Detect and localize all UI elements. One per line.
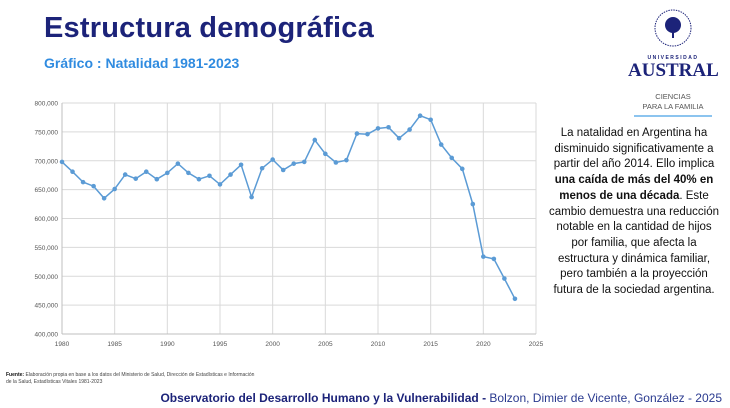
data-point-1997 (238, 162, 244, 168)
y-tick-label: 400,000 (35, 332, 59, 339)
data-point-2007 (344, 157, 349, 163)
y-tick-label: 550,000 (35, 245, 59, 252)
logo-unit-line1: CIENCIAS (655, 92, 691, 101)
data-point-1990 (165, 170, 170, 176)
data-point-2017 (449, 155, 455, 161)
x-tick-label: 2025 (529, 341, 544, 348)
x-tick-label: 1995 (213, 341, 228, 348)
y-tick-label: 450,000 (35, 303, 59, 310)
data-point-2008 (354, 131, 360, 136)
seal-tree-icon (654, 9, 692, 47)
y-tick-label: 700,000 (35, 158, 59, 165)
x-tick-label: 1990 (160, 341, 175, 348)
footer-authors: Bolzon, Dimier de Vicente, González - 20… (489, 391, 722, 405)
data-point-1983 (91, 183, 96, 189)
data-point-2009 (365, 131, 370, 137)
x-tick-label: 1985 (107, 341, 122, 348)
x-tick-label: 2010 (371, 341, 386, 348)
universidad-austral-logo: UNIVERSIDAD AUSTRAL CIENCIAS PARA LA FAM… (628, 8, 719, 117)
logo-divider (634, 115, 712, 117)
data-point-1996 (228, 172, 233, 177)
data-point-1980 (59, 159, 65, 165)
y-tick-label: 500,000 (35, 274, 59, 281)
data-point-2005 (323, 151, 328, 157)
y-tick-label: 600,000 (35, 216, 59, 223)
data-point-1999 (259, 165, 265, 171)
data-point-1987 (133, 176, 139, 181)
page-title: Estructura demográfica (44, 12, 374, 44)
y-tick-label: 650,000 (35, 187, 59, 194)
data-point-2000 (270, 157, 275, 162)
data-point-1985 (112, 186, 117, 192)
data-point-2022 (502, 276, 507, 281)
data-point-1986 (122, 172, 128, 177)
description-part2: . Este cambio demuestra una reducción no… (548, 189, 720, 297)
logo-unit-line2: PARA LA FAMILIA (642, 102, 704, 111)
footer-sep: - (478, 391, 490, 405)
data-point-2014 (417, 113, 423, 119)
data-point-2003 (301, 159, 307, 165)
data-point-2001 (280, 167, 286, 173)
data-point-2012 (396, 135, 402, 141)
data-point-1982 (80, 179, 86, 185)
data-point-2021 (491, 256, 497, 262)
data-point-2018 (459, 166, 465, 172)
logo-universidad: UNIVERSIDAD (647, 55, 699, 61)
data-point-1992 (186, 170, 191, 176)
source-note: Fuente: Elaboración propia en base a los… (6, 372, 256, 385)
x-tick-label: 2015 (423, 341, 438, 348)
description-text: La natalidad en Argentina ha disminuido … (548, 126, 720, 299)
logo-unit: CIENCIAS PARA LA FAMILIA (628, 92, 718, 112)
data-point-2015 (428, 117, 433, 123)
description-part1: La natalidad en Argentina ha disminuido … (553, 127, 715, 171)
data-point-1981 (70, 169, 75, 175)
footer-org: Observatorio del Desarrollo Humano y la … (160, 391, 479, 405)
chart-subtitle: Gráfico : Natalidad 1981-2023 (44, 55, 240, 71)
data-point-1989 (154, 176, 160, 182)
data-point-2010 (375, 126, 381, 131)
series-line (61, 114, 516, 300)
y-tick-label: 750,000 (35, 129, 59, 136)
data-point-2002 (291, 161, 297, 166)
data-point-1984 (101, 195, 107, 201)
x-tick-label: 2000 (265, 341, 280, 348)
data-point-1991 (175, 161, 181, 166)
y-tick-label: 800,000 (35, 101, 59, 108)
description-highlight: una caída de más del 40% en menos de una… (554, 174, 714, 202)
data-point-1993 (196, 176, 202, 182)
x-tick-label: 1980 (55, 341, 70, 348)
data-point-2013 (407, 127, 412, 132)
data-point-2016 (438, 142, 444, 147)
footer-credit: Observatorio del Desarrollo Humano y la … (160, 391, 722, 405)
data-point-1994 (207, 173, 212, 179)
source-label: Fuente: (6, 372, 25, 378)
data-point-2004 (312, 137, 318, 143)
data-point-1995 (217, 182, 223, 187)
data-point-2020 (481, 254, 486, 259)
source-text: Elaboración propia en base a los datos d… (6, 372, 255, 385)
x-tick-label: 2005 (318, 341, 333, 348)
data-point-2006 (333, 160, 339, 165)
data-point-1988 (143, 169, 149, 175)
data-point-2019 (470, 201, 476, 207)
data-point-1998 (249, 194, 254, 200)
logo-austral: AUSTRAL (628, 60, 719, 81)
data-point-2023 (512, 296, 518, 302)
x-tick-label: 2020 (476, 341, 491, 348)
data-point-2011 (386, 124, 391, 130)
